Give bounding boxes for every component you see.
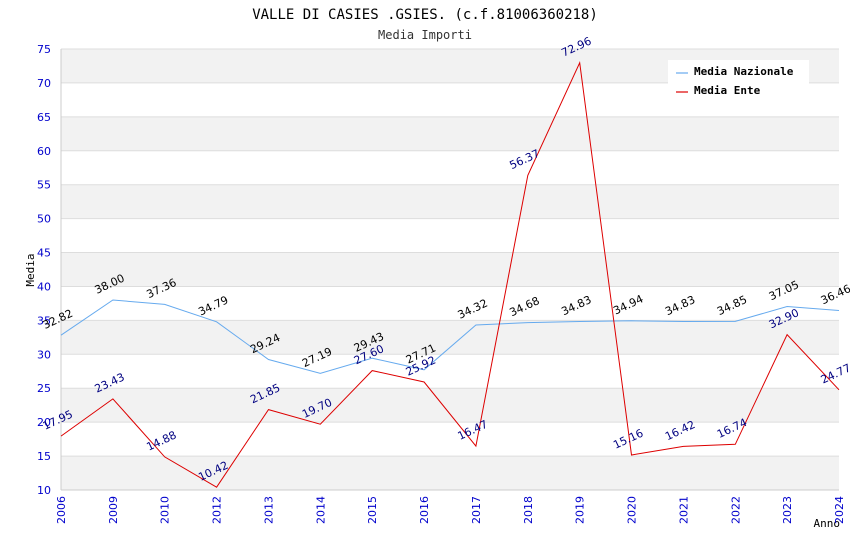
y-axis-label: Media bbox=[24, 253, 37, 286]
y-tick-label: 40 bbox=[37, 280, 51, 293]
x-tick-label: 2023 bbox=[781, 496, 794, 524]
plot-band bbox=[61, 252, 839, 287]
series-line-media-ente bbox=[60, 61, 840, 488]
data-label: 24.77 bbox=[819, 361, 850, 386]
plot-band bbox=[61, 388, 839, 423]
x-tick-label: 2006 bbox=[55, 496, 68, 524]
plot-band bbox=[61, 116, 839, 151]
data-label: 14.88 bbox=[145, 429, 179, 454]
x-tick-label: 2016 bbox=[418, 496, 431, 524]
x-tick-label: 2018 bbox=[522, 496, 535, 524]
y-tick-label: 35 bbox=[37, 314, 51, 327]
x-tick-label: 2010 bbox=[159, 496, 172, 524]
chart-title: VALLE DI CASIES .GSIES. (c.f.81006360218… bbox=[252, 7, 598, 23]
x-tick-label: 2012 bbox=[211, 496, 224, 524]
y-tick-label: 30 bbox=[37, 348, 51, 361]
legend-box bbox=[668, 60, 809, 101]
plot-band bbox=[61, 320, 839, 355]
x-tick-label: 2009 bbox=[107, 496, 120, 524]
legend-label-media-ente: Media Ente bbox=[694, 84, 761, 97]
y-tick-label: 55 bbox=[37, 179, 51, 192]
x-tick-label: 2017 bbox=[470, 496, 483, 524]
y-tick-label: 60 bbox=[37, 145, 51, 158]
data-label: 34.83 bbox=[559, 293, 593, 318]
grid-lines bbox=[61, 48, 839, 491]
axes bbox=[60, 49, 839, 491]
plot-background-bands bbox=[61, 49, 839, 490]
y-tick-label: 25 bbox=[37, 382, 51, 395]
x-tick-label: 2021 bbox=[677, 496, 690, 524]
series-lines bbox=[60, 61, 840, 488]
y-tick-label: 15 bbox=[37, 450, 51, 463]
plot-band bbox=[61, 456, 839, 490]
legend: Media Nazionale Media Ente bbox=[668, 60, 809, 101]
series-line-media-nazionale bbox=[60, 299, 840, 374]
y-tick-label: 70 bbox=[37, 77, 51, 90]
x-axis-label: Anno bbox=[814, 517, 841, 530]
x-axis-ticks: 2006 2009 2010 2012 2013 2014 2015 2016 2017 2018… bbox=[55, 496, 846, 524]
data-label: 34.83 bbox=[663, 293, 697, 318]
data-label: 34.68 bbox=[508, 294, 542, 319]
y-tick-label: 10 bbox=[37, 484, 51, 497]
legend-label-media-nazionale: Media Nazionale bbox=[694, 65, 794, 78]
chart-subtitle: Media Importi bbox=[378, 28, 472, 42]
y-tick-label: 65 bbox=[37, 111, 51, 124]
data-label: 34.85 bbox=[715, 293, 749, 318]
x-tick-label: 2013 bbox=[262, 496, 275, 524]
y-axis-ticks: 10 15 20 25 30 35 40 45 50 55 60 65 70 75 bbox=[37, 43, 51, 497]
x-tick-label: 2014 bbox=[314, 496, 327, 524]
plot-band bbox=[61, 184, 839, 219]
data-label: 17.95 bbox=[41, 408, 75, 433]
x-tick-label: 2024 bbox=[833, 496, 846, 524]
y-tick-label: 45 bbox=[37, 247, 51, 260]
y-tick-label: 20 bbox=[37, 416, 51, 429]
data-label: 34.79 bbox=[196, 293, 230, 318]
y-tick-label: 50 bbox=[37, 213, 51, 226]
x-tick-label: 2020 bbox=[626, 496, 639, 524]
data-label: 34.94 bbox=[611, 292, 645, 317]
y-tick-label: 75 bbox=[37, 43, 51, 56]
x-tick-label: 2019 bbox=[574, 496, 587, 524]
x-tick-label: 2015 bbox=[366, 496, 379, 524]
data-label: 34.32 bbox=[456, 297, 490, 322]
x-tick-label: 2022 bbox=[729, 496, 742, 524]
